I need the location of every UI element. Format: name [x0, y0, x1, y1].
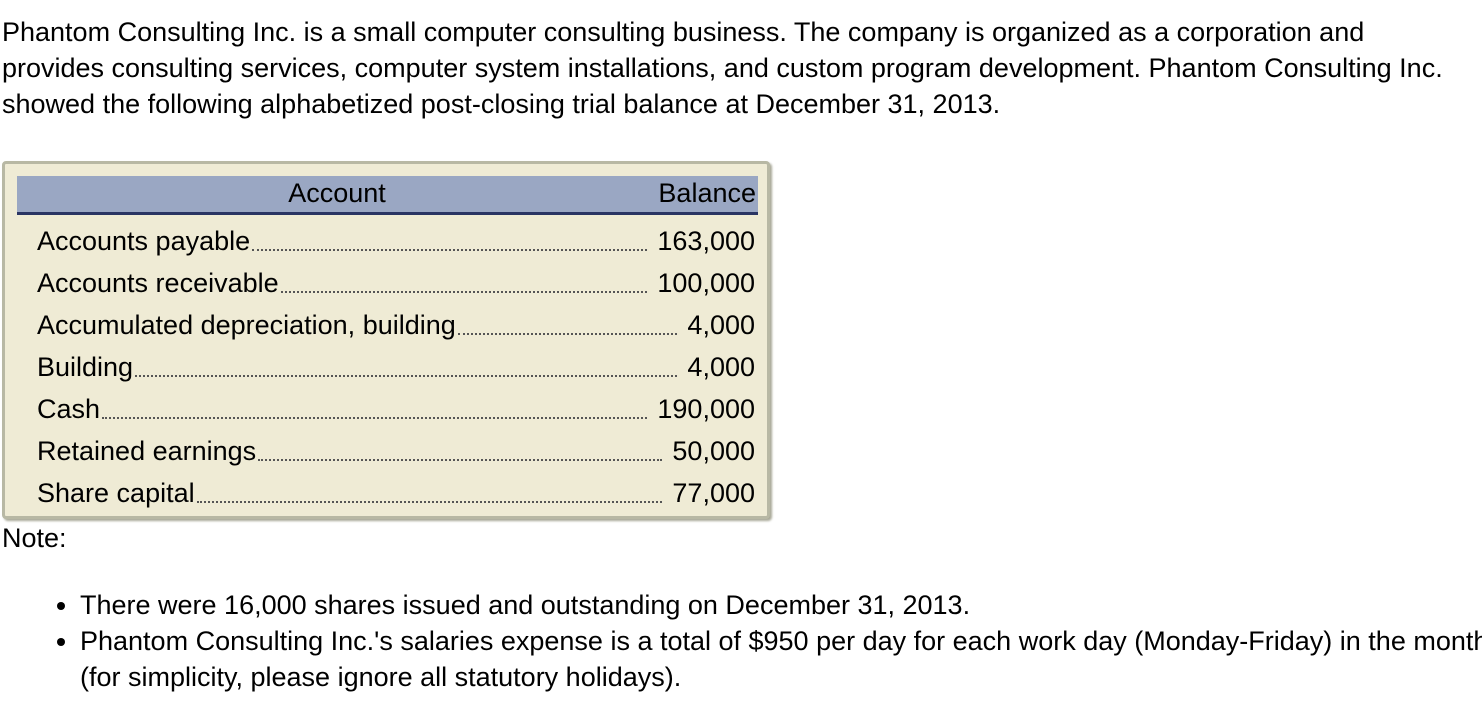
leader-dots: [102, 417, 648, 419]
account-name: Accumulated depreciation, building: [37, 310, 456, 340]
account-name: Accounts payable: [37, 226, 251, 256]
leader-dots: [457, 333, 678, 335]
balance: 163,000: [657, 226, 755, 256]
account-name: Accounts receivable: [37, 268, 279, 298]
note-item: Phantom Consulting Inc.'s salaries expen…: [80, 623, 1482, 695]
account-name: Building: [37, 352, 134, 382]
leader-dots: [135, 375, 678, 377]
account-name: Retained earnings: [37, 436, 257, 466]
balance: 4,000: [687, 310, 755, 340]
leader-dots: [258, 459, 663, 461]
balance: 190,000: [657, 394, 755, 424]
header-cell: Account: [288, 178, 386, 208]
table-header: Account Balance: [17, 176, 758, 215]
table-row: Retained earnings 50,000: [37, 425, 755, 467]
account-name: Cash: [37, 394, 101, 424]
note-item: There were 16,000 shares issued and outs…: [80, 587, 1482, 623]
leader-dots: [280, 291, 648, 293]
leader-dots: [196, 501, 663, 503]
table-row: Accounts receivable 100,000: [37, 257, 755, 299]
note-list: There were 16,000 shares issued and outs…: [40, 587, 1482, 695]
account-name: Share capital: [37, 478, 195, 508]
table-row: Accumulated depreciation, building 4,000: [37, 299, 755, 341]
balance: 50,000: [672, 436, 755, 466]
table-row: Building 4,000: [37, 341, 755, 383]
note-label: Note:: [2, 523, 67, 553]
intro-text: Phantom Consulting Inc. is a small compu…: [2, 17, 1443, 119]
balance: 77,000: [672, 478, 755, 508]
table-row: Cash 190,000: [37, 383, 755, 425]
table-row: Accounts payable 163,000: [37, 215, 755, 257]
leader-dots: [252, 249, 648, 251]
table-row: Share capital 77,000: [37, 467, 755, 509]
header-cell: Balance: [658, 178, 756, 208]
balance: 100,000: [657, 268, 755, 298]
balance: 4,000: [687, 352, 755, 382]
trial-balance-table: Account Balance Accounts payable 163,000 A…: [2, 161, 770, 519]
